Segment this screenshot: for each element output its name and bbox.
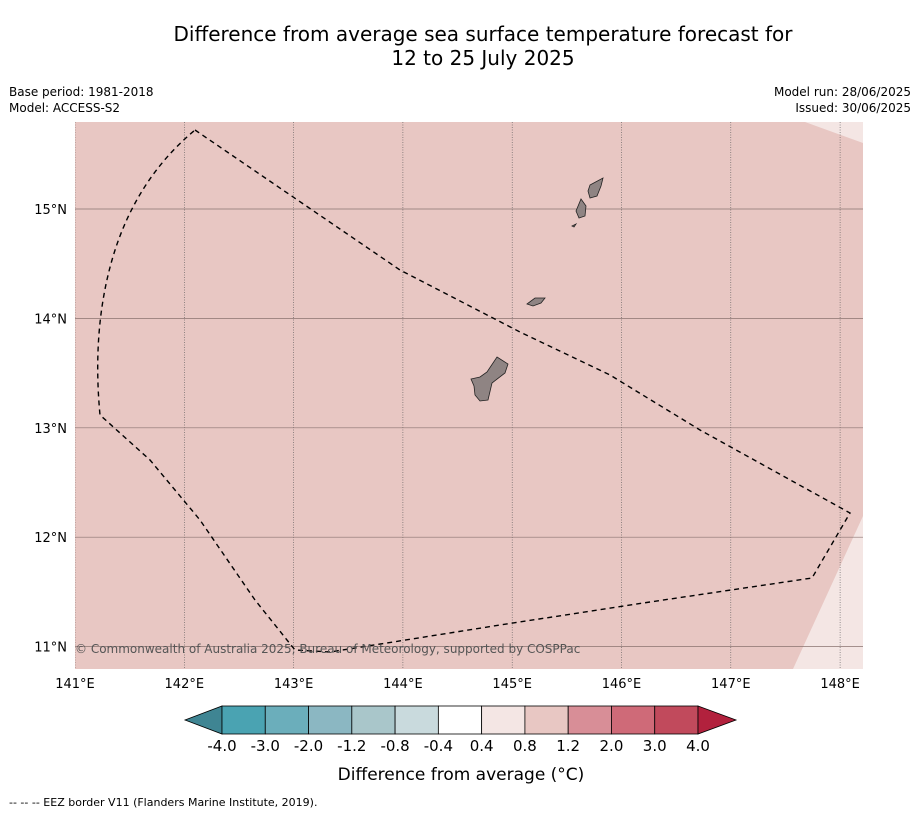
lat-label: 13°N bbox=[34, 422, 67, 437]
colorbar-label: -3.0 bbox=[251, 737, 280, 755]
colorbar-label: -2.0 bbox=[294, 737, 323, 755]
colorbar-segment bbox=[524, 705, 569, 735]
lat-label: 11°N bbox=[34, 641, 67, 656]
lat-label: 15°N bbox=[34, 203, 67, 218]
meta-left: Base period: 1981-2018 Model: ACCESS-S2 bbox=[9, 84, 154, 116]
copyright-notice: © Commonwealth of Australia 2025, Bureau… bbox=[75, 642, 580, 656]
colorbar-label: -0.8 bbox=[380, 737, 409, 755]
lon-label: 148°E bbox=[820, 677, 860, 692]
colorbar-label: -1.2 bbox=[337, 737, 366, 755]
colorbar-segment bbox=[394, 705, 439, 735]
title-line-1: Difference from average sea surface temp… bbox=[173, 22, 793, 46]
colorbar-segment bbox=[654, 705, 699, 735]
colorbar-label: 2.0 bbox=[600, 737, 624, 755]
issued-date: Issued: 30/06/2025 bbox=[795, 101, 911, 115]
lon-label: 144°E bbox=[383, 677, 423, 692]
graticule bbox=[75, 122, 863, 669]
colorbar-label: -0.4 bbox=[424, 737, 453, 755]
colorbar-label: 0.8 bbox=[513, 737, 537, 755]
colorbar-label: -4.0 bbox=[207, 737, 236, 755]
colorbar-title: Difference from average (°C) bbox=[338, 765, 585, 785]
model-run: Model run: 28/06/2025 bbox=[773, 85, 911, 99]
lon-label: 146°E bbox=[602, 677, 642, 692]
base-period: Base period: 1981-2018 bbox=[9, 85, 154, 99]
chart-title: Difference from average sea surface temp… bbox=[0, 22, 919, 70]
colorbar-label: 1.2 bbox=[556, 737, 580, 755]
eez-legend-note: -- -- -- EEZ border V11 (Flanders Marine… bbox=[9, 796, 318, 809]
islands bbox=[470, 177, 604, 402]
colorbar-extend-low bbox=[183, 705, 223, 735]
island-saipan bbox=[587, 177, 604, 199]
lon-label: 142°E bbox=[165, 677, 205, 692]
colorbar-segment bbox=[567, 705, 612, 735]
map-panel: © Commonwealth of Australia 2025, Bureau… bbox=[75, 122, 863, 669]
colorbar-segment bbox=[351, 705, 396, 735]
model-name: Model: ACCESS-S2 bbox=[9, 101, 121, 115]
lon-label: 147°E bbox=[711, 677, 751, 692]
colorbar-segment bbox=[611, 705, 656, 735]
latitude-labels: 15°N 14°N 13°N 12°N 11°N bbox=[34, 203, 67, 656]
lat-label: 14°N bbox=[34, 312, 67, 327]
island-tinian bbox=[575, 198, 587, 219]
colorbar: -4.0 -3.0 -2.0 -1.2 -0.8 -0.4 0.4 0.8 1.2 2.0 3.0 4… bbox=[183, 705, 738, 785]
colorbar-label: 3.0 bbox=[643, 737, 667, 755]
colorbar-segments bbox=[221, 705, 699, 735]
lon-label: 145°E bbox=[492, 677, 532, 692]
island-rota bbox=[526, 297, 546, 307]
colorbar-segment bbox=[264, 705, 309, 735]
colorbar-segment bbox=[437, 705, 483, 735]
colorbar-segment bbox=[481, 705, 526, 735]
island-guam bbox=[470, 356, 509, 402]
eez-border-line bbox=[97, 129, 851, 653]
meta-right: Model run: 28/06/2025 Issued: 30/06/2025 bbox=[774, 84, 911, 116]
title-line-2: 12 to 25 July 2025 bbox=[391, 46, 575, 70]
anomaly-region-top-right bbox=[805, 122, 863, 143]
island-aguijan bbox=[571, 222, 578, 228]
lat-label: 12°N bbox=[34, 531, 67, 546]
colorbar-segment bbox=[308, 705, 353, 735]
colorbar-label: 0.4 bbox=[470, 737, 494, 755]
colorbar-labels: -4.0 -3.0 -2.0 -1.2 -0.8 -0.4 0.4 0.8 1.2 2.0 3.0 4… bbox=[207, 737, 710, 755]
colorbar-segment bbox=[221, 705, 266, 735]
anomaly-region-bottom-right bbox=[793, 516, 863, 669]
map-background bbox=[75, 122, 863, 669]
lon-label: 143°E bbox=[274, 677, 314, 692]
colorbar-label: 4.0 bbox=[686, 737, 710, 755]
longitude-labels: 141°E 142°E 143°E 144°E 145°E 146°E 147°E 148°E bbox=[55, 677, 860, 692]
colorbar-extend-high bbox=[697, 705, 738, 735]
lon-label: 141°E bbox=[55, 677, 95, 692]
